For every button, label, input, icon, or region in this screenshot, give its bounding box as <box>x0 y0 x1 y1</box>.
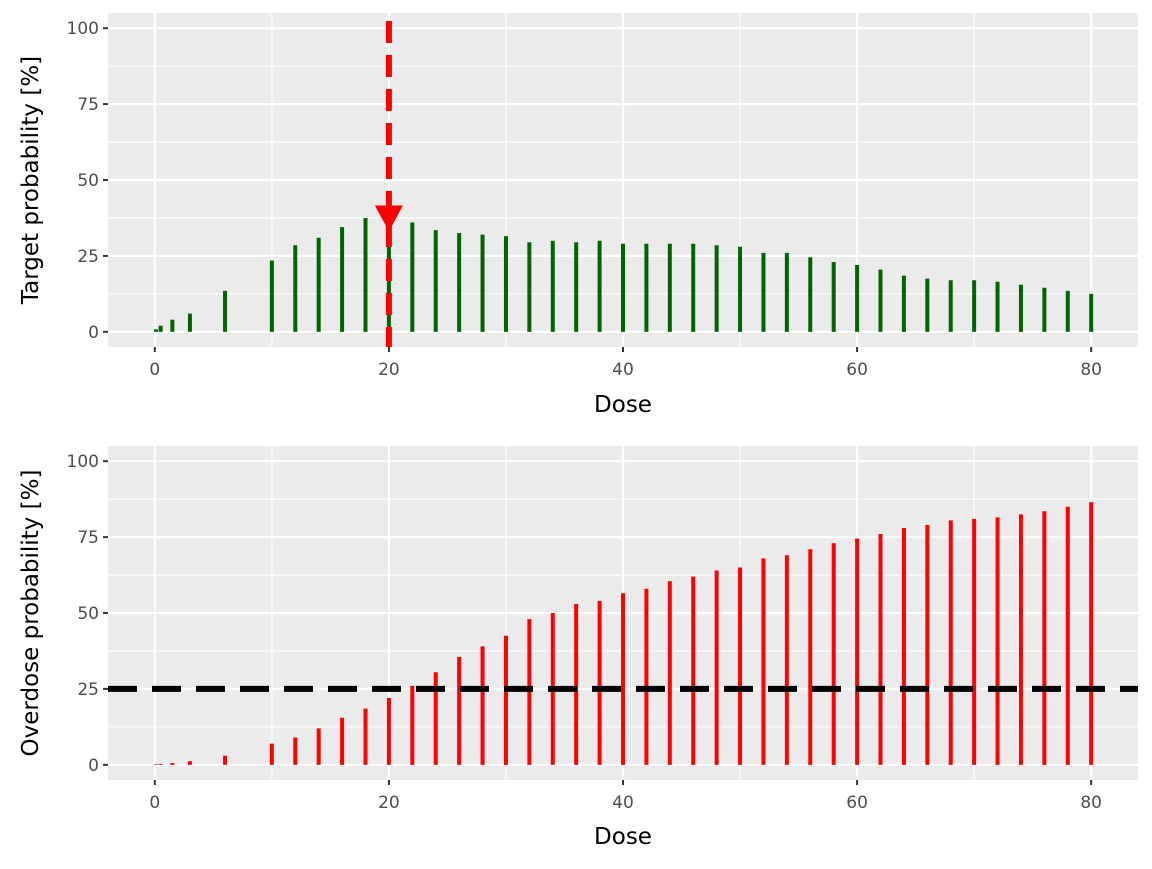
x-tick-label: 0 <box>149 360 160 380</box>
y-tick-label: 100 <box>67 452 99 472</box>
y-tick-label: 25 <box>77 680 99 700</box>
x-axis-title: Dose <box>594 392 652 418</box>
y-tick-label: 50 <box>77 604 99 624</box>
y-tick-label: 0 <box>88 756 99 776</box>
x-tick-label: 20 <box>378 793 400 813</box>
x-tick-label: 80 <box>1080 360 1102 380</box>
recommended-dose-marker <box>374 205 403 232</box>
x-tick-label: 40 <box>612 793 634 813</box>
x-tick-label: 20 <box>378 360 400 380</box>
y-tick-label: 50 <box>77 171 99 191</box>
y-tick-label: 100 <box>67 19 99 39</box>
y-tick-label: 25 <box>77 247 99 267</box>
target-probability-panel: 0 25 50 75 100 0 20 40 60 80 Dose Target probabilit… <box>18 13 1138 418</box>
x-tick-label: 80 <box>1080 793 1102 813</box>
overdose-probability-panel: 0 25 50 75 100 0 20 40 60 80 Dose Overdose probabil… <box>18 446 1138 850</box>
x-tick-label: 0 <box>149 793 160 813</box>
y-tick-label: 75 <box>77 95 99 115</box>
x-tick-label: 60 <box>846 793 868 813</box>
y-tick-label: 0 <box>88 323 99 343</box>
target-probability-axis-title: Target probability [%] <box>18 56 44 305</box>
overdose-probability-axis-title: Overdose probability [%] <box>18 470 44 757</box>
y-tick-label: 75 <box>77 528 99 548</box>
x-axis-title: Dose <box>594 824 652 850</box>
x-tick-label: 40 <box>612 360 634 380</box>
x-tick-label: 60 <box>846 360 868 380</box>
